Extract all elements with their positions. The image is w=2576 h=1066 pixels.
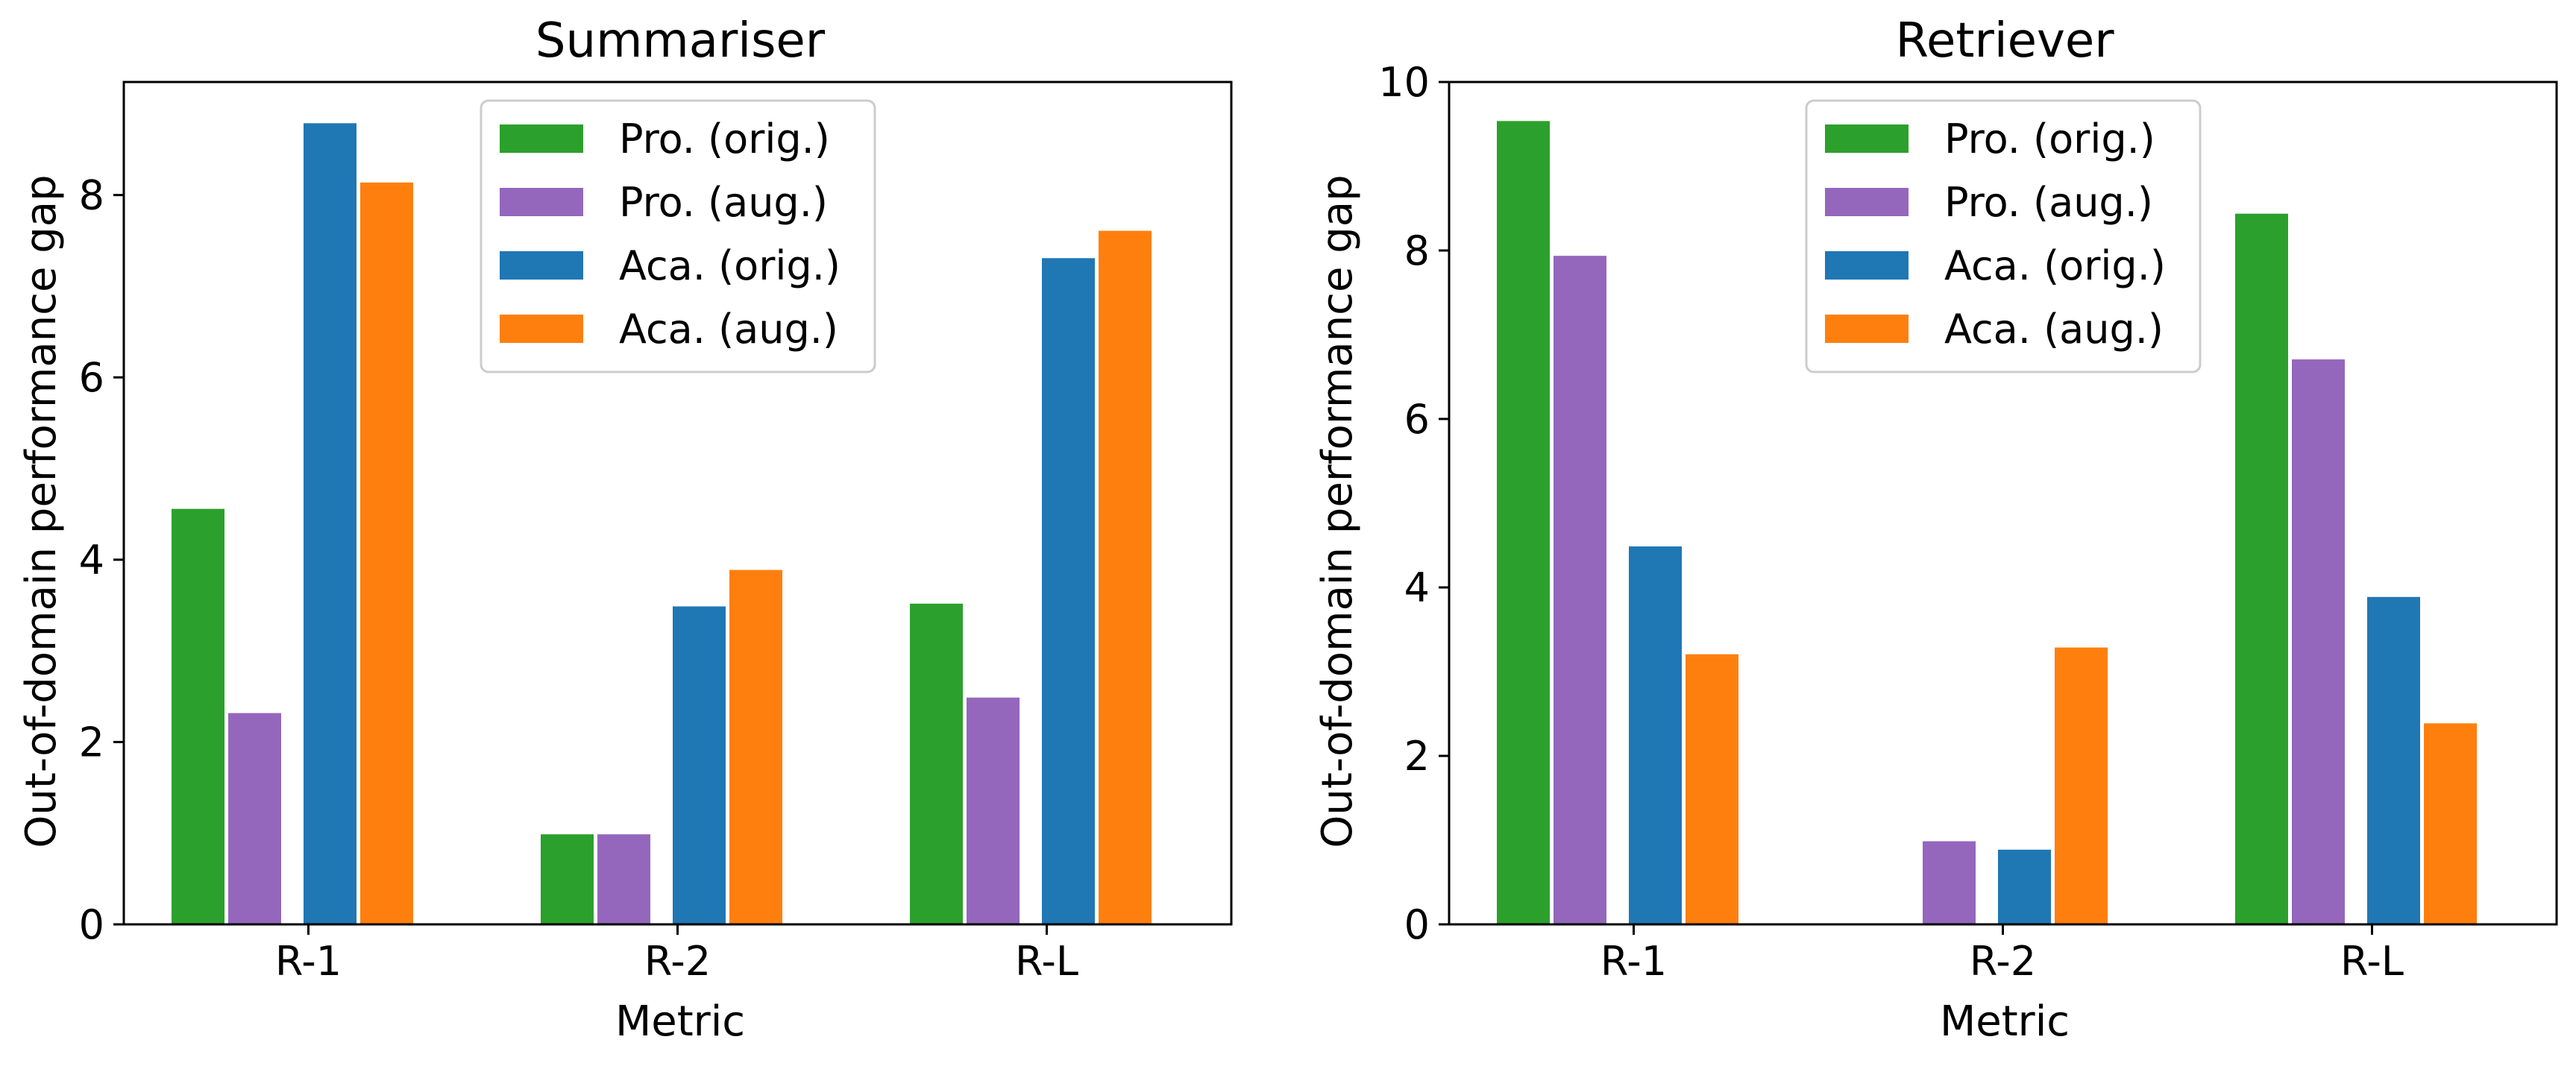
bar-aca-orig-r-2: [1996, 847, 2053, 926]
bar-marks: [1495, 119, 2479, 926]
chart-title: Summariser: [535, 13, 826, 69]
x-tick-label: R-1: [1600, 938, 1667, 985]
x-tick-label: R-L: [2340, 938, 2404, 985]
bar-pro-orig-r-2: [538, 832, 596, 926]
y-axis-label: Out-of-domain performance gap: [17, 174, 66, 848]
legend: Pro. (orig.) Pro. (aug.) Aca. (orig.) Ac…: [480, 99, 876, 373]
x-axis-label: Metric: [615, 997, 745, 1046]
legend-label-aca-orig: Aca. (orig.): [619, 242, 841, 289]
bar-pro-aug-r-1: [1551, 253, 1609, 926]
x-tick-label: R-L: [1015, 938, 1078, 985]
x-tick-label: R-2: [1970, 938, 2036, 985]
legend-frame: [480, 99, 876, 373]
legend-label-aca-aug: Aca. (aug.): [1944, 306, 2164, 353]
legend-label-aca-aug: Aca. (aug.): [619, 306, 838, 353]
y-tick-label: 2: [1404, 733, 1430, 780]
axis-ticks: R-1 R-2 R-L 0 2 4 6 8: [79, 172, 1078, 985]
legend-label-pro-orig: Pro. (orig.): [619, 116, 830, 163]
y-tick-label: 6: [79, 354, 104, 401]
bar-aca-aug-r-1: [358, 180, 415, 926]
bar-aca-orig-r-l: [2365, 594, 2422, 926]
legend-label-pro-orig: Pro. (orig.): [1944, 116, 2155, 163]
legend-label-pro-aug: Pro. (aug.): [619, 179, 828, 226]
axis-ticks: R-1 R-2 R-L 0 2 4 6 8 10: [1378, 59, 2404, 985]
bar-aca-aug-r-l: [2422, 721, 2479, 926]
bar-aca-aug-r-2: [2052, 645, 2110, 926]
legend-swatch-pro-aug: [1825, 188, 1909, 216]
legend-swatch-aca-orig: [500, 251, 583, 280]
bar-pro-aug-r-l: [2290, 357, 2347, 926]
legend-swatch-pro-orig: [500, 124, 583, 153]
retriever-chart: Retriever Out-of-domain performance gap …: [1313, 13, 2558, 1046]
bar-pro-orig-r-1: [1495, 119, 1552, 926]
y-tick-label: 4: [1404, 564, 1430, 611]
bar-pro-orig-r-l: [2233, 211, 2290, 926]
bar-aca-aug-r-l: [1096, 228, 1154, 926]
x-tick-label: R-2: [644, 938, 711, 985]
bar-aca-aug-r-2: [727, 567, 785, 926]
plot-frame: [1448, 81, 2558, 926]
legend: Pro. (orig.) Pro. (aug.) Aca. (orig.) Ac…: [1805, 99, 2202, 373]
bar-aca-orig-r-1: [301, 121, 359, 926]
bar-marks: [169, 121, 1154, 926]
bar-aca-orig-r-1: [1627, 544, 1684, 926]
y-tick-label: 4: [79, 537, 104, 584]
y-axis-label: Out-of-domain performance gap: [1313, 174, 1362, 848]
bar-aca-orig-r-l: [1040, 256, 1097, 926]
summariser-chart: Summariser Out-of-domain performance gap…: [17, 13, 1233, 1046]
y-tick-label: 10: [1378, 59, 1430, 106]
y-tick-label: 0: [1404, 901, 1430, 948]
legend-swatch-pro-orig: [1825, 124, 1909, 153]
bar-aca-orig-r-2: [670, 604, 728, 926]
chart-title: Retriever: [1895, 13, 2114, 69]
y-tick-label: 8: [79, 172, 104, 219]
x-tick-label: R-1: [275, 938, 342, 985]
bar-pro-orig-r-l: [908, 601, 965, 926]
bar-pro-aug-r-2: [595, 832, 653, 926]
legend-label-pro-aug: Pro. (aug.): [1944, 179, 2153, 226]
legend-swatch-aca-aug: [500, 315, 583, 343]
y-tick-label: 2: [79, 719, 104, 766]
bar-pro-aug-r-1: [226, 710, 283, 926]
plot-frame: [122, 81, 1233, 926]
legend-swatch-aca-aug: [1825, 315, 1909, 343]
bar-pro-aug-r-2: [1920, 839, 1978, 926]
bar-pro-orig-r-1: [169, 506, 227, 926]
bar-pro-aug-r-l: [964, 695, 1022, 926]
legend-label-aca-orig: Aca. (orig.): [1944, 242, 2166, 289]
legend-frame: [1805, 99, 2202, 373]
y-tick-label: 6: [1404, 396, 1430, 443]
bar-aca-aug-r-1: [1683, 652, 1741, 926]
y-tick-label: 8: [1404, 227, 1430, 274]
legend-swatch-aca-orig: [1825, 251, 1909, 280]
y-tick-label: 0: [79, 901, 104, 948]
x-axis-label: Metric: [1940, 997, 2070, 1046]
legend-swatch-pro-aug: [500, 188, 583, 216]
